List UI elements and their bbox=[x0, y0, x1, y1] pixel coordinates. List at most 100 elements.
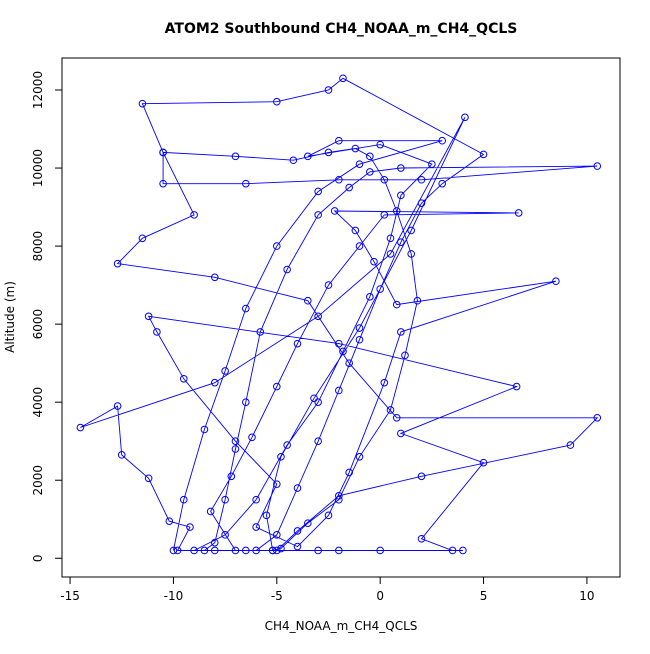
data-point bbox=[376, 285, 384, 293]
x-tick-label: -5 bbox=[271, 589, 283, 603]
data-point bbox=[566, 441, 575, 449]
data-point bbox=[335, 495, 343, 504]
data-point bbox=[392, 207, 401, 215]
data-point bbox=[293, 527, 302, 535]
data-point bbox=[407, 250, 415, 258]
data-point bbox=[397, 191, 405, 200]
data-point bbox=[159, 148, 167, 157]
data-line bbox=[80, 77, 599, 551]
data-point bbox=[241, 304, 250, 313]
data-point bbox=[273, 480, 281, 488]
data-point bbox=[314, 187, 322, 196]
data-point bbox=[200, 546, 209, 555]
data-point bbox=[293, 484, 302, 492]
data-point bbox=[262, 511, 271, 520]
data-point bbox=[386, 250, 395, 258]
data-point bbox=[380, 175, 389, 184]
y-tick-label: 12000 bbox=[31, 71, 45, 109]
x-axis-label: CH4_NOAA_m_CH4_QCLS bbox=[265, 619, 418, 633]
data-point bbox=[283, 441, 291, 449]
x-tick-label: 0 bbox=[376, 589, 384, 603]
data-point bbox=[417, 199, 426, 207]
data-point bbox=[304, 296, 312, 305]
data-point bbox=[438, 179, 447, 188]
data-point bbox=[366, 152, 374, 161]
data-point bbox=[355, 324, 364, 332]
data-point bbox=[413, 296, 422, 305]
data-point bbox=[438, 136, 447, 145]
data-point bbox=[231, 152, 240, 161]
data-point bbox=[273, 97, 281, 106]
data-point bbox=[252, 495, 260, 504]
data-point bbox=[370, 257, 378, 266]
data-point bbox=[339, 347, 347, 356]
data-point bbox=[401, 351, 409, 360]
data-point bbox=[593, 162, 602, 170]
data-point bbox=[355, 242, 364, 250]
data-point bbox=[392, 413, 401, 422]
data-point bbox=[231, 546, 240, 555]
data-point bbox=[153, 328, 161, 336]
data-point bbox=[304, 519, 312, 527]
data-point bbox=[386, 234, 395, 243]
data-point bbox=[186, 523, 194, 531]
data-point bbox=[593, 413, 602, 422]
data-point bbox=[252, 523, 260, 531]
data-point bbox=[339, 74, 347, 83]
data-point bbox=[397, 328, 405, 336]
chart-title: ATOM2 Southbound CH4_NOAA_m_CH4_QCLS bbox=[165, 21, 518, 37]
data-point bbox=[512, 382, 521, 391]
data-point bbox=[459, 546, 467, 555]
data-point bbox=[268, 546, 277, 555]
data-point bbox=[376, 140, 384, 149]
data-point bbox=[324, 281, 333, 289]
data-point bbox=[241, 398, 250, 406]
data-point bbox=[324, 148, 333, 157]
data-point bbox=[76, 423, 85, 432]
data-point bbox=[314, 398, 322, 406]
x-tick-label: -10 bbox=[164, 589, 184, 603]
data-point bbox=[190, 546, 198, 555]
data-point bbox=[293, 542, 302, 551]
data-point bbox=[335, 386, 343, 395]
data-point bbox=[273, 531, 281, 539]
data-point bbox=[256, 328, 265, 336]
data-point bbox=[248, 433, 256, 442]
data-point bbox=[345, 359, 353, 367]
data-point bbox=[355, 160, 364, 168]
data-point bbox=[448, 546, 457, 555]
data-point bbox=[479, 150, 488, 159]
data-point bbox=[397, 164, 405, 172]
data-point bbox=[397, 238, 405, 246]
y-tick-label: 2000 bbox=[31, 465, 45, 496]
data-point bbox=[210, 538, 219, 547]
data-point bbox=[283, 265, 291, 274]
data-point bbox=[366, 168, 374, 176]
data-point bbox=[277, 453, 285, 461]
x-tick-label: 5 bbox=[480, 589, 488, 603]
data-point bbox=[314, 312, 322, 321]
data-point bbox=[407, 226, 415, 235]
data-point bbox=[392, 300, 401, 309]
data-point bbox=[351, 144, 360, 153]
data-point bbox=[417, 472, 426, 481]
data-point bbox=[173, 546, 182, 555]
data-point bbox=[304, 152, 312, 161]
data-point bbox=[144, 474, 153, 483]
data-point bbox=[351, 226, 360, 235]
y-tick-label: 4000 bbox=[31, 387, 45, 418]
data-point bbox=[324, 86, 333, 94]
data-point bbox=[113, 402, 122, 410]
data-point bbox=[330, 207, 339, 215]
data-point bbox=[293, 339, 302, 348]
x-tick-label: 10 bbox=[579, 589, 594, 603]
data-point bbox=[241, 179, 250, 188]
data-point bbox=[206, 507, 215, 516]
data-point bbox=[324, 511, 333, 520]
data-point bbox=[376, 546, 384, 555]
data-point bbox=[417, 175, 426, 184]
data-point bbox=[417, 534, 426, 543]
data-point bbox=[210, 546, 219, 555]
